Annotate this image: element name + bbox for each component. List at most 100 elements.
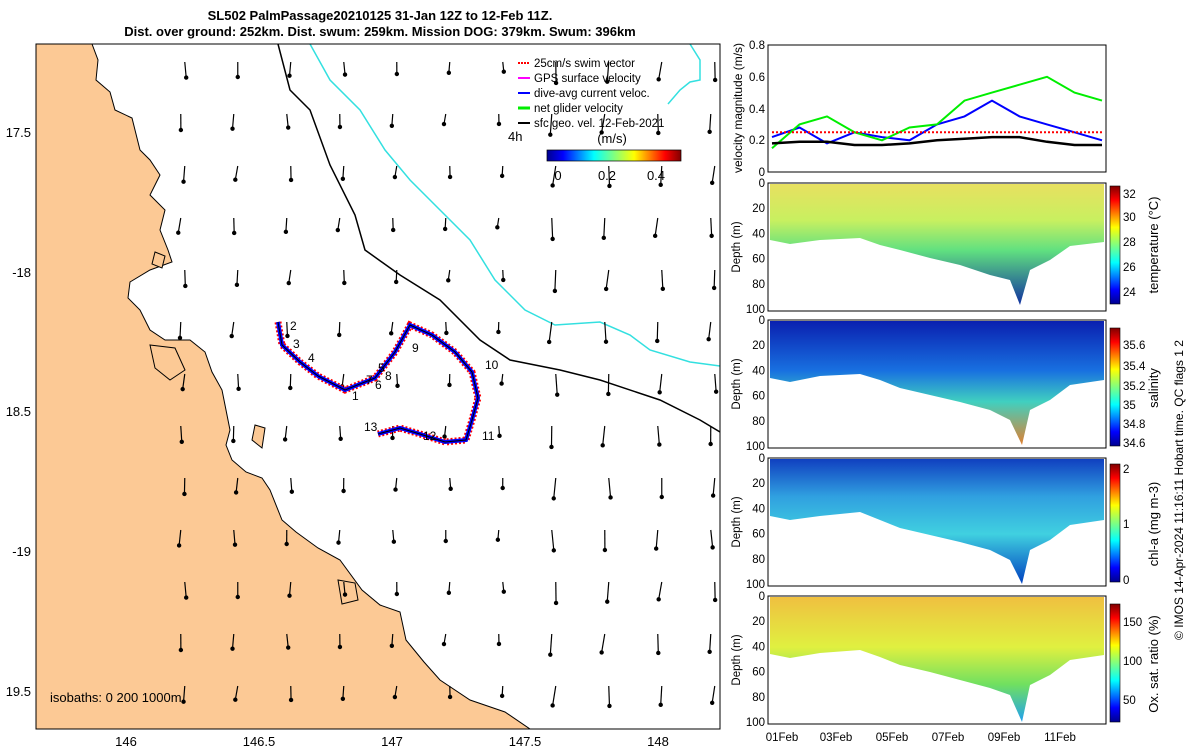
depth-tick: 0 [759, 453, 765, 465]
geostrophic-arrow-head [234, 282, 240, 288]
cbar-tick: 34.6 [1123, 438, 1145, 450]
salinity-label: salinity [1146, 368, 1161, 408]
chla-field [770, 459, 1104, 584]
cbar-tick: 26 [1123, 262, 1136, 274]
geostrophic-arrow [552, 685, 557, 706]
geostrophic-arrow [601, 633, 606, 653]
geostrophic-arrow [709, 633, 712, 652]
geostrophic-arrow [182, 685, 186, 702]
geostrophic-velocity-arrows [176, 61, 719, 709]
geostrophic-arrow-head [392, 694, 398, 700]
geostrophic-arrow-head [656, 597, 661, 602]
geostrophic-arrow-head [448, 486, 453, 491]
geostrophic-arrow [179, 321, 182, 338]
depth-axis-label: Depth (m) [731, 221, 743, 272]
geostrophic-arrow-head [552, 288, 558, 294]
depth-tick: 20 [752, 340, 765, 352]
geostrophic-arrow-head [713, 389, 719, 394]
time-scale-label: 4h [508, 129, 522, 144]
salinity-field [770, 321, 1104, 445]
geostrophic-arrow-head [496, 329, 501, 335]
geostrophic-arrow-head [551, 548, 557, 553]
velocity-series [771, 75, 1103, 149]
colorbar-labels: temperature (°C) salinity chl-a (mg m-3)… [1146, 197, 1161, 713]
geostrophic-arrow [608, 477, 612, 498]
geostrophic-arrow-head [602, 547, 608, 553]
velocity-panel: 0 0.2 0.4 0.6 0.8 velocity magnitude (m/… [731, 40, 1107, 179]
copyright-note: © IMOS 14-Apr-2024 11:16:11 Hobart time.… [1172, 340, 1186, 640]
depth-tick: 60 [752, 529, 765, 541]
geostrophic-arrow-head [658, 182, 663, 188]
title-line-1: SL502 PalmPassage20210125 31-Jan 12Z to … [207, 8, 553, 23]
geostrophic-arrow-head [495, 537, 501, 542]
geostrophic-arrow-head [288, 385, 293, 391]
depth-tick: 40 [752, 503, 765, 515]
geostrophic-arrow-head [712, 77, 718, 83]
cbar-tick: 1 [1123, 519, 1129, 531]
geostrophic-arrow-head [393, 487, 398, 492]
geostrophic-arrow-head [178, 127, 184, 133]
velocity-y-label: velocity magnitude (m/s) [731, 43, 745, 173]
geostrophic-arrow-head [656, 650, 661, 656]
date-tick: 01Feb [766, 732, 799, 744]
geostrophic-arrow [231, 321, 235, 337]
geostrophic-arrow-head [551, 496, 556, 501]
geostrophic-arrow [182, 165, 186, 182]
geostrophic-arrow [656, 321, 659, 341]
oxygen-label: Ox. sat. ratio (%) [1146, 615, 1161, 713]
geostrophic-arrow-head [599, 130, 604, 135]
map-panel: 1 2 3 4 5 6 7 8 9 10 11 12 13 146 146.5 … [6, 43, 721, 749]
geostrophic-arrow-head [284, 541, 289, 547]
geostrophic-arrow [236, 269, 239, 285]
depth-axes: 0 20 40 60 80 100 Depth (m) 0 20 40 60 80 100 Depth (… [731, 178, 765, 729]
cbar-tick: 2 [1123, 464, 1129, 476]
island [151, 251, 166, 269]
y-tick: 18.5 [6, 404, 31, 419]
depth-axis-label: Depth (m) [731, 358, 743, 409]
island [251, 424, 266, 449]
geostrophic-arrow-head [282, 437, 288, 442]
depth-tick: 60 [752, 391, 765, 403]
geostrophic-arrow-head [660, 286, 666, 292]
geostrophic-arrow-head [389, 331, 394, 336]
geostrophic-arrow-head [708, 441, 713, 447]
depth-tick: 100 [746, 579, 765, 591]
depth-tick: 100 [746, 304, 765, 316]
geostrophic-arrow-head [178, 647, 184, 653]
geostrophic-arrow [654, 217, 659, 236]
depth-tick: 80 [752, 554, 765, 566]
geostrophic-arrow [288, 581, 292, 596]
depth-tick: 0 [759, 315, 765, 327]
geostrophic-arrow [552, 165, 557, 186]
geostrophic-arrow [660, 165, 663, 185]
date-tick: 09Feb [988, 732, 1021, 744]
geostrophic-arrow-head [550, 183, 555, 188]
geostrophic-arrow-head [553, 600, 559, 606]
cbar-tick: 150 [1123, 617, 1142, 629]
cbar-tick: 35.6 [1123, 340, 1145, 352]
map-x-axis: 146 146.5 147 147.5 148 [115, 734, 669, 749]
geostrophic-arrow-head [288, 177, 294, 183]
date-tick: 11Feb [1044, 732, 1076, 744]
temperature-label: temperature (°C) [1146, 197, 1161, 294]
geostrophic-arrow [177, 217, 182, 233]
depth-tick: 80 [752, 692, 765, 704]
geostrophic-arrow [284, 425, 288, 440]
cbar-tick: 50 [1123, 695, 1136, 707]
temperature-colorbar [1109, 185, 1121, 305]
geostrophic-arrow-head [710, 493, 716, 498]
geostrophic-arrow-head [446, 278, 451, 283]
geostrophic-arrow [549, 113, 553, 135]
geostrophic-arrow [711, 165, 716, 183]
geostrophic-arrow-head [605, 79, 610, 84]
x-tick: 146.5 [243, 734, 276, 749]
x-tick: 147.5 [509, 734, 542, 749]
geostrophic-arrow [235, 477, 239, 493]
geostrophic-arrow-head [605, 599, 610, 604]
geostrophic-arrow-head [706, 337, 711, 342]
geostrophic-arrow-head [655, 338, 660, 344]
depth-tick: 40 [752, 228, 765, 240]
geostrophic-arrow-head [446, 70, 452, 75]
geostrophic-arrow-head [230, 126, 235, 131]
chla-colorbar [1109, 463, 1121, 583]
